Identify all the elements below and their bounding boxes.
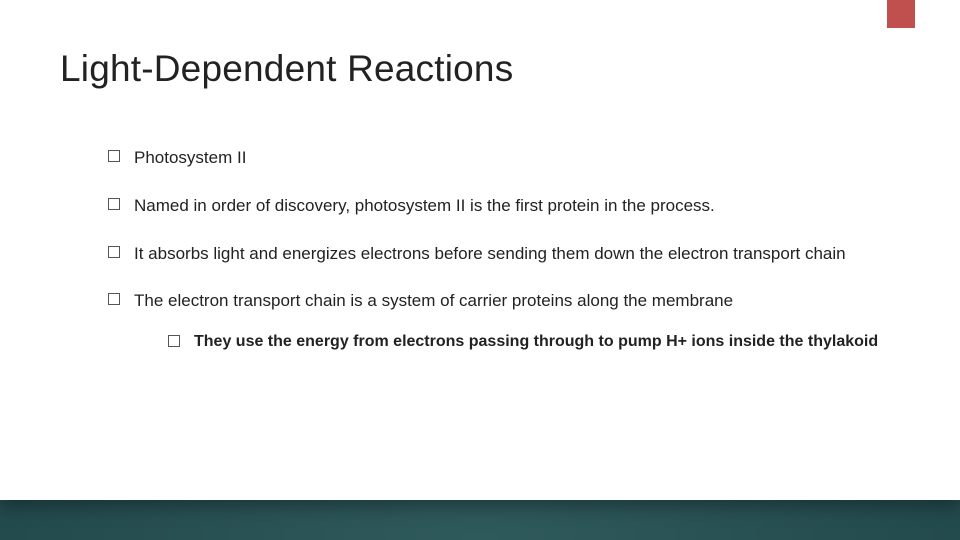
- sub-bullet-item: They use the energy from electrons passi…: [168, 331, 900, 353]
- bullet-text: Photosystem II: [134, 148, 246, 167]
- bullet-list: Photosystem II Named in order of discove…: [60, 146, 900, 354]
- content-card: Light-Dependent Reactions Photosystem II…: [0, 0, 960, 500]
- bullet-text: The electron transport chain is a system…: [134, 291, 733, 310]
- bullet-item: It absorbs light and energizes electrons…: [108, 242, 900, 266]
- slide-title: Light-Dependent Reactions: [60, 48, 900, 90]
- sub-bullet-text: They use the energy from electrons passi…: [194, 333, 878, 350]
- bullet-text: Named in order of discovery, photosystem…: [134, 196, 715, 215]
- bullet-item: Photosystem II: [108, 146, 900, 170]
- accent-bar: [887, 0, 915, 28]
- bullet-item: Named in order of discovery, photosystem…: [108, 194, 900, 218]
- sub-bullet-list: They use the energy from electrons passi…: [134, 331, 900, 353]
- bullet-text: It absorbs light and energizes electrons…: [134, 244, 846, 263]
- bullet-item: The electron transport chain is a system…: [108, 289, 900, 353]
